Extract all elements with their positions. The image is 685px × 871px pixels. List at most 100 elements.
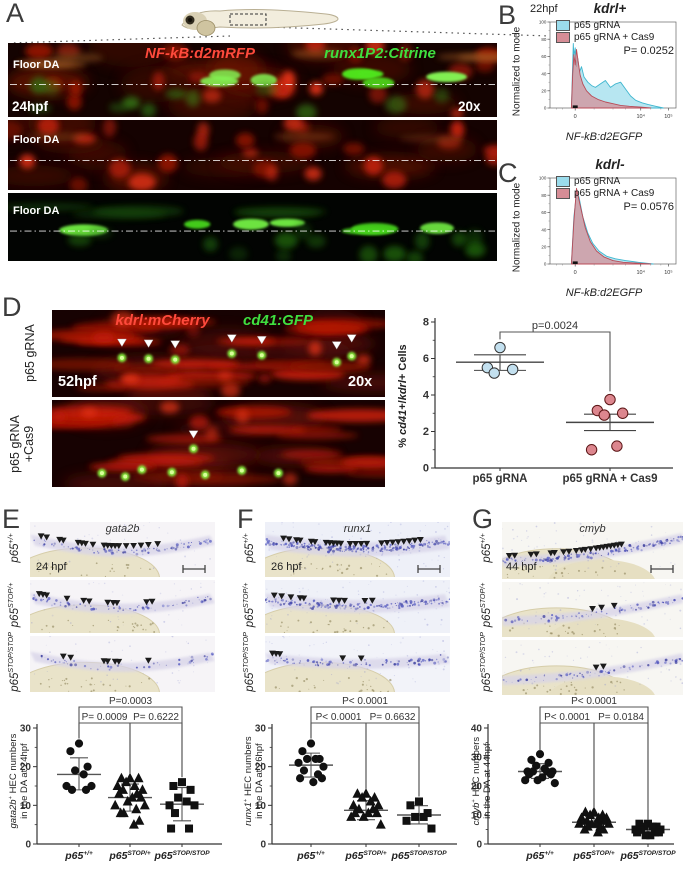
ylabel-sup: + — [470, 799, 477, 803]
scale-bar-g — [650, 565, 674, 573]
ylabel-rest: HEC numbers — [8, 733, 20, 796]
scale-bar-e — [182, 565, 206, 573]
row2-label-line1: p65 gRNA — [8, 415, 22, 473]
ylabel-rest: HEC numbers — [243, 736, 255, 799]
panel-g-het-insitu-image — [502, 582, 683, 637]
svg-text:p65STOP/+: p65STOP/+ — [108, 850, 150, 862]
svg-text:P= 0.0184: P= 0.0184 — [598, 712, 644, 723]
ylabel-sup: + — [242, 798, 249, 803]
panel-a-magnification: 20x — [458, 99, 481, 114]
svg-text:0: 0 — [260, 840, 266, 851]
cyan-swatch-icon — [556, 176, 570, 187]
ylabel-part: % — [397, 434, 409, 448]
genotype-row-label: p65STOP/STOP — [479, 632, 493, 692]
floor-da-label-3: Floor DA — [13, 205, 60, 217]
legend-row: p65 gRNA + Cas9 — [556, 188, 654, 199]
panel-d-magnification: 20x — [348, 374, 373, 390]
floor-da-label-1: Floor DA — [13, 59, 60, 71]
panel-a-letter: A — [6, 0, 25, 28]
svg-text:0: 0 — [544, 262, 547, 267]
legend-row: p65 gRNA — [556, 20, 654, 31]
svg-text:P< 0.0001: P< 0.0001 — [544, 712, 590, 723]
svg-text:0: 0 — [476, 840, 482, 851]
panel-e-gene-title: gata2b — [105, 523, 140, 535]
ylabel-gene: kdrl — [397, 380, 409, 401]
ylabel-part: +/ — [397, 400, 409, 410]
svg-text:10⁵: 10⁵ — [664, 269, 672, 276]
ylabel-gene: cd41 — [397, 409, 409, 435]
genotype-row-label: p65STOP/STOP — [7, 632, 21, 692]
panel-d-p65grna-image — [52, 310, 385, 397]
panel-e-wt-insitu-image — [30, 522, 215, 577]
ylabel-line2: in the DA at 44hpf — [482, 743, 494, 819]
scale-bar-f — [417, 565, 441, 573]
svg-text:P< 0.0001: P< 0.0001 — [342, 696, 388, 707]
svg-text:10⁴: 10⁴ — [636, 269, 645, 276]
panel-e-het-insitu-image — [30, 580, 215, 633]
panel-f-timepoint: 26 hpf — [271, 561, 302, 573]
panel-e-timepoint: 24 hpf — [36, 561, 67, 573]
svg-text:p65 gRNA: p65 gRNA — [473, 473, 528, 485]
panel-d-row2-label: p65 gRNA +Cas9 — [8, 384, 36, 504]
legend-label: p65 gRNA + Cas9 — [574, 188, 655, 199]
panel-c-xlabel: NF-kB:d2EGFP — [565, 287, 643, 299]
legend-label: p65 gRNA — [574, 176, 621, 187]
cyan-swatch-icon — [556, 20, 570, 31]
panel-c-histogram: 100 80 60 40 20 0 0 10⁴ 10⁵ — [539, 176, 677, 276]
floor-da-label-2: Floor DA — [13, 134, 60, 146]
panel-d-timepoint: 52hpf — [58, 374, 97, 390]
svg-text:20: 20 — [471, 782, 483, 793]
svg-text:p=0.0024: p=0.0024 — [532, 320, 578, 332]
row2-label-line2: +Cas9 — [22, 425, 36, 463]
svg-text:0: 0 — [574, 270, 577, 276]
panel-g-gene-title: cmyb — [579, 523, 606, 535]
zebrafish-illustration-icon — [181, 9, 339, 36]
panel-d-p65grna-cas9-image — [52, 400, 385, 487]
genotype-row-label: p65STOP/STOP — [242, 632, 256, 692]
svg-text:p65 gRNA + Cas9: p65 gRNA + Cas9 — [562, 473, 657, 485]
panel-b-xlabel: NF-kB:d2EGFP — [565, 131, 643, 143]
ylabel-sup: + — [7, 795, 14, 800]
svg-text:p65STOP/+: p65STOP/+ — [572, 850, 614, 862]
panel-d-letter: D — [2, 292, 22, 322]
svg-text:80: 80 — [541, 193, 547, 198]
svg-text:30: 30 — [20, 724, 32, 735]
panel-a-red-image — [8, 120, 497, 190]
reporter-label-rfp: NF-kB:d2mRFP — [144, 45, 255, 62]
panel-f-hom-insitu-image — [265, 636, 450, 692]
panel-g-scatter-plot: 0 10 20 30 40 P< 0.0001 P< 0.0001 P= 0.0184 p65+… — [471, 696, 676, 862]
svg-text:p65STOP/STOP: p65STOP/STOP — [619, 850, 676, 862]
panel-f-ylabel: runx1+ HEC numbers in the DA at 26hpf — [241, 716, 265, 846]
ylabel-gene: gata2b — [8, 799, 20, 829]
svg-text:30: 30 — [471, 753, 483, 764]
panel-f-wt-insitu-image — [265, 522, 450, 577]
reporter-label-cd41gfp: cd41:GFP — [242, 312, 314, 329]
svg-text:40: 40 — [541, 227, 547, 232]
svg-text:P= 0.6222: P= 0.6222 — [133, 712, 179, 723]
svg-text:p65+/+: p65+/+ — [296, 850, 325, 862]
panel-f-scatter-plot: 0 10 20 30 P< 0.0001 P< 0.0001 P= 0.6632 p65+/+… — [255, 696, 457, 862]
svg-text:10⁴: 10⁴ — [636, 113, 645, 120]
panel-f-het-insitu-image — [265, 580, 450, 633]
svg-text:40: 40 — [471, 724, 483, 735]
panel-a-merge-image — [8, 43, 497, 117]
panel-b-ylabel: Normalized to mode — [511, 26, 523, 117]
panel-d-ylabel: % cd41+/kdrl+ Cells — [397, 311, 409, 481]
svg-text:0: 0 — [544, 106, 547, 111]
panel-c-title: kdrl- — [595, 157, 625, 172]
panel-c-pvalue: P= 0.0576 — [623, 201, 674, 213]
panel-e-hom-insitu-image — [30, 636, 215, 692]
svg-text:6: 6 — [423, 353, 429, 365]
svg-text:60: 60 — [541, 210, 547, 215]
ylabel-line2: in the DA at 24hpf — [19, 743, 31, 819]
svg-text:40: 40 — [541, 71, 547, 76]
svg-text:p65+/+: p65+/+ — [64, 850, 93, 862]
ylabel-line2: in the DA at 26hpf — [254, 743, 266, 819]
svg-text:20: 20 — [255, 762, 267, 773]
svg-text:80: 80 — [541, 37, 547, 42]
svg-text:20: 20 — [541, 89, 547, 94]
svg-text:10: 10 — [471, 811, 483, 822]
reporter-label-citrine: runx1P2:Citrine — [324, 45, 436, 62]
panel-b-title: kdrl+ — [593, 1, 627, 16]
